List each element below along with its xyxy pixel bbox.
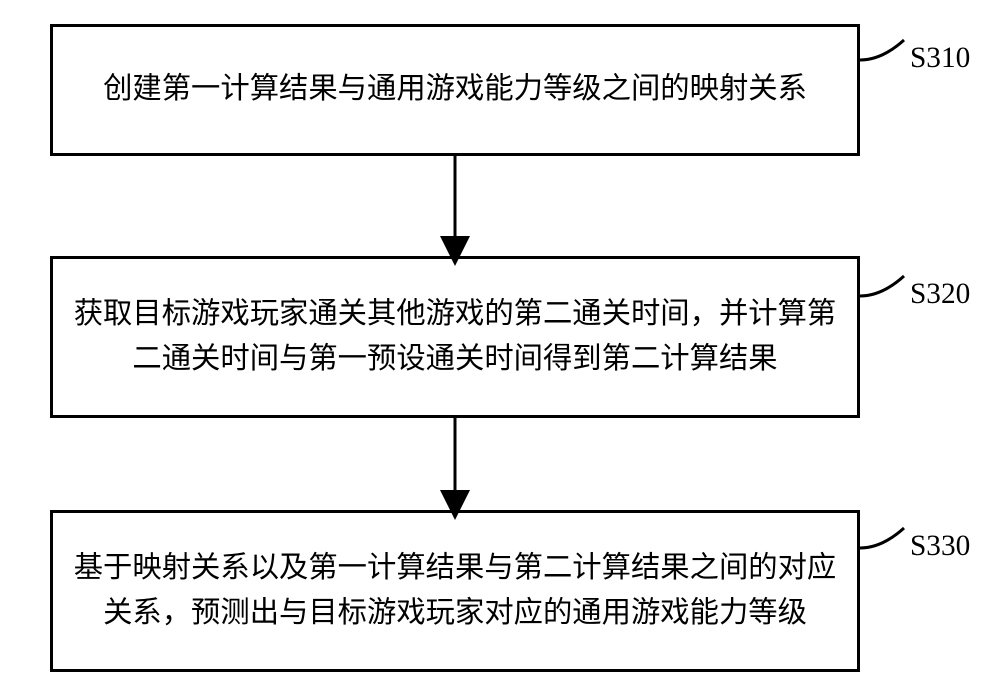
leader-line	[860, 40, 904, 60]
leader-line	[860, 528, 904, 548]
flowchart-canvas: 创建第一计算结果与通用游戏能力等级之间的映射关系 S310 获取目标游戏玩家通关…	[0, 0, 1000, 693]
leader-line	[860, 276, 904, 296]
connector-overlay	[0, 0, 1000, 693]
